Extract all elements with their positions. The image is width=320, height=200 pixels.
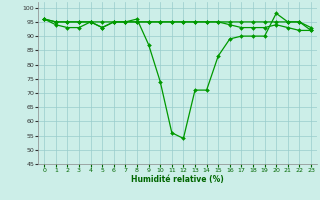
X-axis label: Humidité relative (%): Humidité relative (%)	[131, 175, 224, 184]
